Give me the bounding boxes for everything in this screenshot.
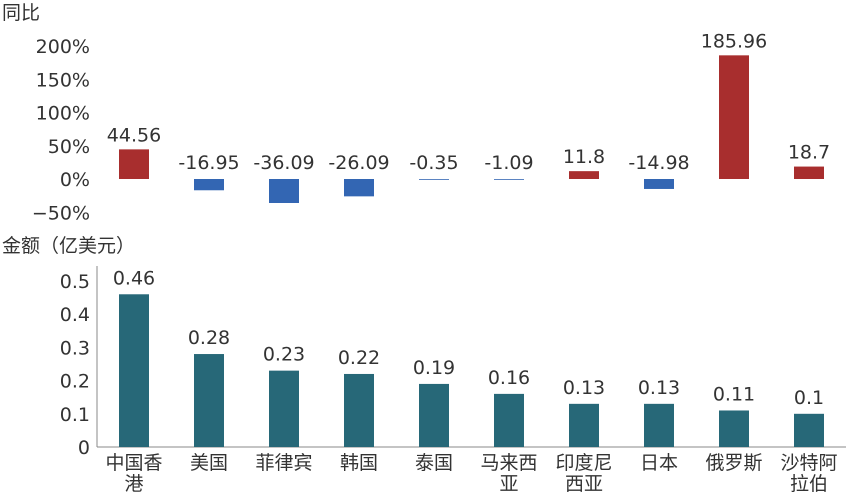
category-tick-label: 日本	[640, 452, 678, 474]
amount-bar	[119, 294, 149, 447]
amount-data-label: 0.23	[263, 344, 305, 366]
category-tick-label: 菲律宾	[255, 452, 312, 474]
amount-bar	[344, 373, 374, 447]
yoy-y-tick-label: 100%	[36, 103, 90, 125]
yoy-panel: 同比 200% 150% 100% 50% 0% −50% 44.56 -16.95 -36.09…	[2, 2, 830, 224]
category-tick-label: 俄罗斯	[705, 452, 762, 474]
amount-bar	[269, 370, 299, 447]
yoy-data-label: -1.09	[484, 152, 533, 174]
yoy-data-label: -14.98	[628, 152, 689, 174]
amount-data-label: 0.13	[638, 377, 680, 399]
category-tick-label: 韩国	[340, 452, 378, 474]
yoy-bar	[344, 179, 374, 197]
yoy-axis-title: 同比	[2, 2, 40, 24]
yoy-data-label: 18.7	[788, 142, 830, 164]
amount-bar	[194, 354, 224, 447]
amount-data-label: 0.28	[188, 327, 230, 349]
amount-y-tick-label: 0.5	[60, 271, 90, 293]
yoy-bar	[419, 179, 449, 180]
yoy-bar	[494, 179, 524, 180]
amount-data-label: 0.19	[413, 357, 455, 379]
yoy-data-label: 11.8	[563, 146, 605, 168]
category-tick-label: 泰国	[415, 452, 453, 474]
yoy-bar	[119, 149, 149, 179]
yoy-data-label: -36.09	[253, 152, 314, 174]
amount-data-label: 0.22	[338, 347, 380, 369]
yoy-bar	[269, 179, 299, 203]
amount-y-tick-label: 0.1	[60, 404, 90, 426]
yoy-bar	[194, 179, 224, 191]
category-tick-label: 马来西亚	[480, 452, 537, 493]
amount-data-label: 0.16	[488, 367, 530, 389]
category-tick-label: 美国	[190, 452, 228, 474]
category-tick-label: 沙特阿拉伯	[780, 452, 837, 493]
yoy-bar	[719, 55, 749, 179]
amount-data-label: 0.1	[794, 387, 824, 409]
yoy-bar	[569, 171, 599, 179]
yoy-y-tick-label: 150%	[36, 69, 90, 91]
amount-bar	[419, 383, 449, 447]
yoy-bar	[644, 179, 674, 189]
yoy-data-label: 44.56	[107, 124, 161, 146]
yoy-y-tick-label: 50%	[48, 136, 90, 158]
amount-bar	[569, 403, 599, 447]
yoy-bar	[794, 166, 824, 179]
amount-bar	[644, 403, 674, 447]
amount-y-tick-label: 0	[78, 437, 90, 459]
yoy-data-label: -16.95	[178, 152, 239, 174]
amount-data-label: 0.11	[713, 383, 755, 405]
category-tick-label: 中国香港	[105, 452, 162, 493]
yoy-y-tick-label: −50%	[32, 202, 90, 224]
amount-y-tick-label: 0.4	[60, 304, 90, 326]
amount-axis-title: 金额（亿美元）	[2, 235, 135, 257]
amount-bar	[719, 410, 749, 447]
yoy-data-label: -0.35	[409, 152, 458, 174]
amount-y-tick-label: 0.2	[60, 371, 90, 393]
yoy-data-label: 185.96	[701, 30, 767, 52]
category-tick-label: 印度尼西亚	[555, 452, 612, 493]
amount-y-tick-label: 0.3	[60, 337, 90, 359]
amount-data-label: 0.46	[113, 267, 155, 289]
yoy-data-label: -26.09	[328, 152, 389, 174]
yoy-y-tick-label: 200%	[36, 36, 90, 58]
amount-panel: 金额（亿美元） 0.5 0.4 0.3 0.2 0.1 0 0.46 0.28 0.23 0.22 0…	[2, 235, 846, 495]
amount-bar	[494, 393, 524, 447]
amount-data-label: 0.13	[563, 377, 605, 399]
amount-bar	[794, 413, 824, 447]
yoy-y-tick-label: 0%	[60, 169, 90, 191]
